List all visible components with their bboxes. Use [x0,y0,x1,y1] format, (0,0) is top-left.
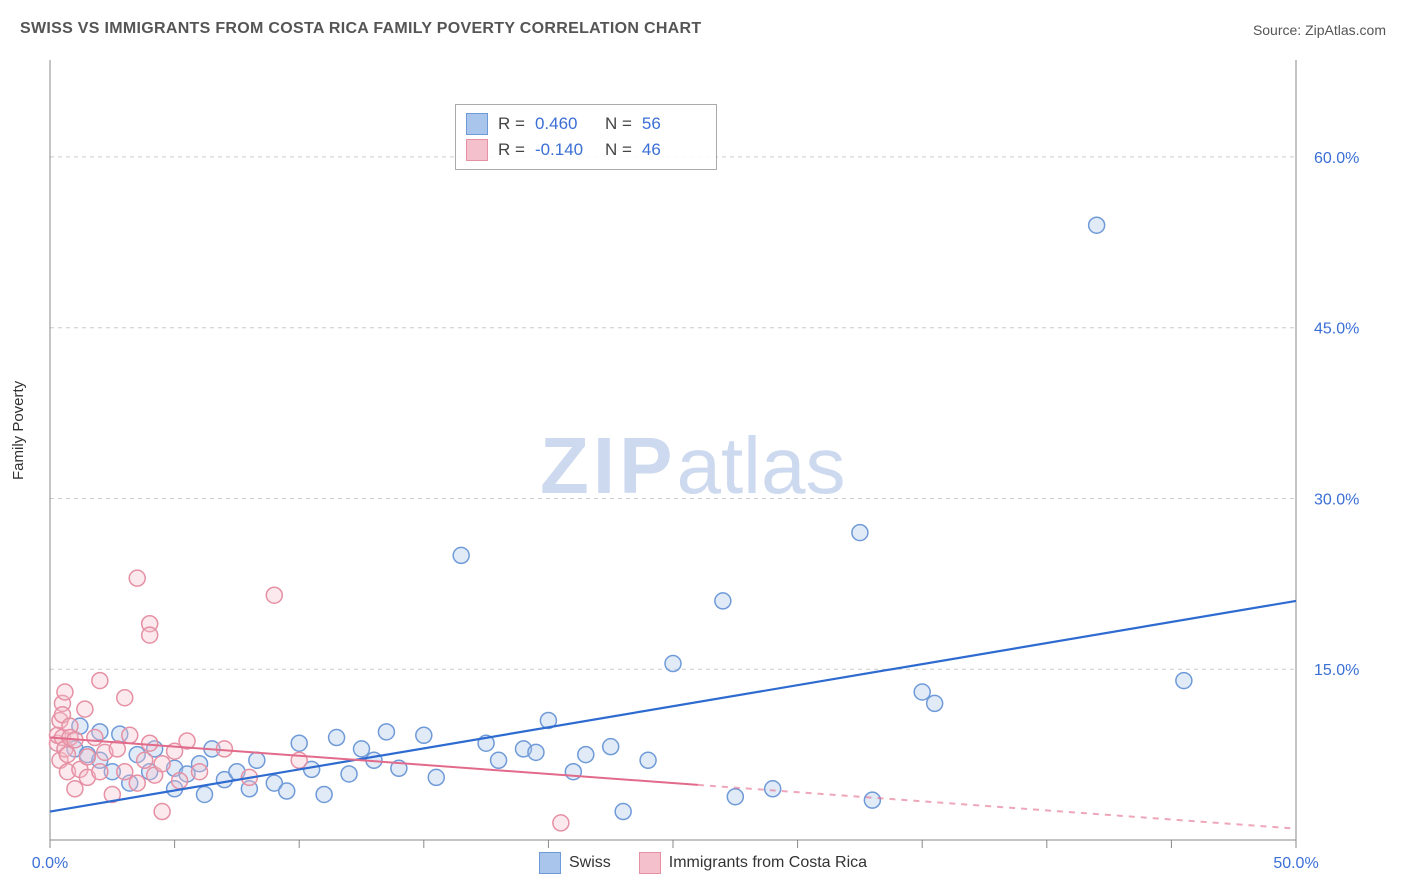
n-label-swiss: N = [605,114,632,134]
swatch-swiss [466,113,488,135]
r-label-costarica: R = [498,140,525,160]
chart-title: SWISS VS IMMIGRANTS FROM COSTA RICA FAMI… [20,20,701,38]
svg-text:45.0%: 45.0% [1314,321,1359,338]
legend-swatch-swiss [539,852,561,874]
legend-item-costarica: Immigrants from Costa Rica [639,852,867,874]
axes-layer [50,60,1296,848]
points-layer [49,217,1191,831]
correlation-stats-box: R = 0.460 N = 56 R = -0.140 N = 46 [455,104,717,170]
legend-item-swiss: Swiss [539,852,611,874]
chart-container: Family Poverty ZIPatlas 15.0%30.0%45.0%6… [0,50,1406,880]
legend-swatch-costarica [639,852,661,874]
r-label-swiss: R = [498,114,525,134]
bottom-legend: Swiss Immigrants from Costa Rica [0,852,1406,874]
n-label-costarica: N = [605,140,632,160]
trend-lines-layer [50,601,1296,829]
svg-text:15.0%: 15.0% [1314,662,1359,679]
svg-text:30.0%: 30.0% [1314,491,1359,508]
scatter-chart: 15.0%30.0%45.0%60.0%0.0%50.0% [0,50,1406,880]
r-value-swiss: 0.460 [535,114,595,134]
stats-row-costarica: R = -0.140 N = 46 [466,137,702,163]
n-value-costarica: 46 [642,140,702,160]
legend-label-swiss: Swiss [569,854,611,872]
r-value-costarica: -0.140 [535,140,595,160]
n-value-swiss: 56 [642,114,702,134]
swatch-costarica [466,139,488,161]
svg-text:60.0%: 60.0% [1314,150,1359,167]
tick-labels-layer: 15.0%30.0%45.0%60.0%0.0%50.0% [32,150,1360,872]
legend-label-costarica: Immigrants from Costa Rica [669,854,867,872]
stats-row-swiss: R = 0.460 N = 56 [466,111,702,137]
grid-layer [50,157,1296,669]
source-attribution: Source: ZipAtlas.com [1253,22,1386,38]
